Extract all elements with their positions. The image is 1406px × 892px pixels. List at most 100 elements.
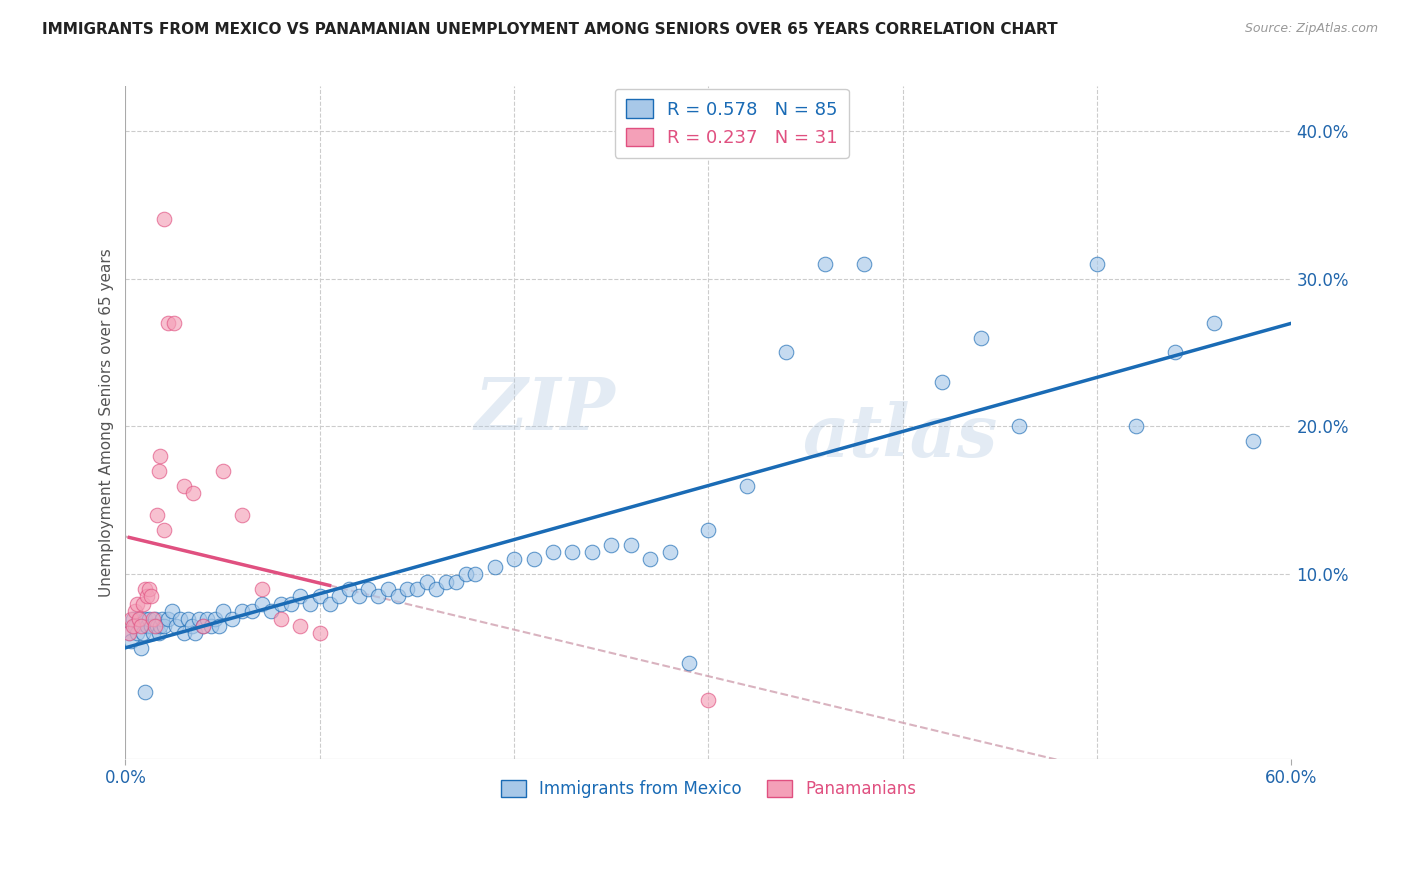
Point <box>165 619 187 633</box>
Text: atlas: atlas <box>801 401 997 472</box>
Point <box>129 619 152 633</box>
Point <box>387 590 409 604</box>
Point <box>169 611 191 625</box>
Point <box>658 545 681 559</box>
Point <box>581 545 603 559</box>
Point <box>200 619 222 633</box>
Point <box>183 486 205 500</box>
Point <box>1125 419 1147 434</box>
Point <box>367 590 389 604</box>
Point <box>118 626 141 640</box>
Point <box>135 590 157 604</box>
Point <box>149 449 172 463</box>
Point <box>118 626 141 640</box>
Text: Source: ZipAtlas.com: Source: ZipAtlas.com <box>1244 22 1378 36</box>
Point <box>620 538 643 552</box>
Point <box>173 626 195 640</box>
Point <box>138 611 160 625</box>
Point <box>122 611 145 625</box>
Point <box>143 611 166 625</box>
Point <box>148 464 170 478</box>
Point <box>142 626 165 640</box>
Point <box>134 582 156 596</box>
Legend: Immigrants from Mexico, Panamanians: Immigrants from Mexico, Panamanians <box>494 773 922 805</box>
Point <box>152 611 174 625</box>
Point <box>231 508 253 522</box>
Point <box>270 611 292 625</box>
Point <box>484 559 506 574</box>
Point <box>464 567 486 582</box>
Point <box>308 590 330 604</box>
Point <box>211 464 233 478</box>
Text: IMMIGRANTS FROM MEXICO VS PANAMANIAN UNEMPLOYMENT AMONG SENIORS OVER 65 YEARS CO: IMMIGRANTS FROM MEXICO VS PANAMANIAN UNE… <box>42 22 1057 37</box>
Point <box>139 619 162 633</box>
Point <box>132 626 155 640</box>
Point <box>697 523 720 537</box>
Point <box>1085 257 1108 271</box>
Point <box>357 582 380 596</box>
Point <box>204 611 226 625</box>
Point <box>180 619 202 633</box>
Point <box>250 582 273 596</box>
Point <box>1202 316 1225 330</box>
Point <box>969 331 991 345</box>
Point <box>299 597 322 611</box>
Point <box>132 597 155 611</box>
Point <box>931 375 953 389</box>
Point <box>153 619 176 633</box>
Point <box>153 523 176 537</box>
Point <box>208 619 231 633</box>
Point <box>240 604 263 618</box>
Point <box>160 604 183 618</box>
Point <box>270 597 292 611</box>
Point <box>250 597 273 611</box>
Point <box>124 619 146 633</box>
Point <box>678 656 700 670</box>
Point <box>134 611 156 625</box>
Point <box>260 604 283 618</box>
Point <box>145 508 167 522</box>
Point <box>522 552 544 566</box>
Point <box>157 611 180 625</box>
Point <box>124 604 146 618</box>
Point <box>814 257 837 271</box>
Point <box>211 604 233 618</box>
Point <box>852 257 875 271</box>
Point <box>127 626 149 640</box>
Point <box>318 597 340 611</box>
Point <box>231 604 253 618</box>
Point <box>149 619 172 633</box>
Point <box>406 582 429 596</box>
Point <box>138 582 160 596</box>
Point <box>347 590 370 604</box>
Y-axis label: Unemployment Among Seniors over 65 years: Unemployment Among Seniors over 65 years <box>100 248 114 597</box>
Text: ZIP: ZIP <box>474 374 616 445</box>
Point <box>148 626 170 640</box>
Point <box>425 582 447 596</box>
Point <box>377 582 399 596</box>
Point <box>153 212 176 227</box>
Point <box>328 590 350 604</box>
Point <box>120 611 142 625</box>
Point <box>1241 434 1264 449</box>
Point <box>434 574 457 589</box>
Point <box>737 478 759 492</box>
Point <box>163 316 186 330</box>
Point <box>143 619 166 633</box>
Point <box>184 626 207 640</box>
Point <box>122 619 145 633</box>
Point <box>697 693 720 707</box>
Point <box>195 611 218 625</box>
Point <box>1164 345 1187 359</box>
Point <box>561 545 583 559</box>
Point <box>176 611 198 625</box>
Point <box>775 345 797 359</box>
Point <box>145 619 167 633</box>
Point <box>188 611 211 625</box>
Point <box>415 574 437 589</box>
Point <box>193 619 215 633</box>
Point <box>129 641 152 656</box>
Point <box>173 478 195 492</box>
Point <box>444 574 467 589</box>
Point <box>396 582 419 596</box>
